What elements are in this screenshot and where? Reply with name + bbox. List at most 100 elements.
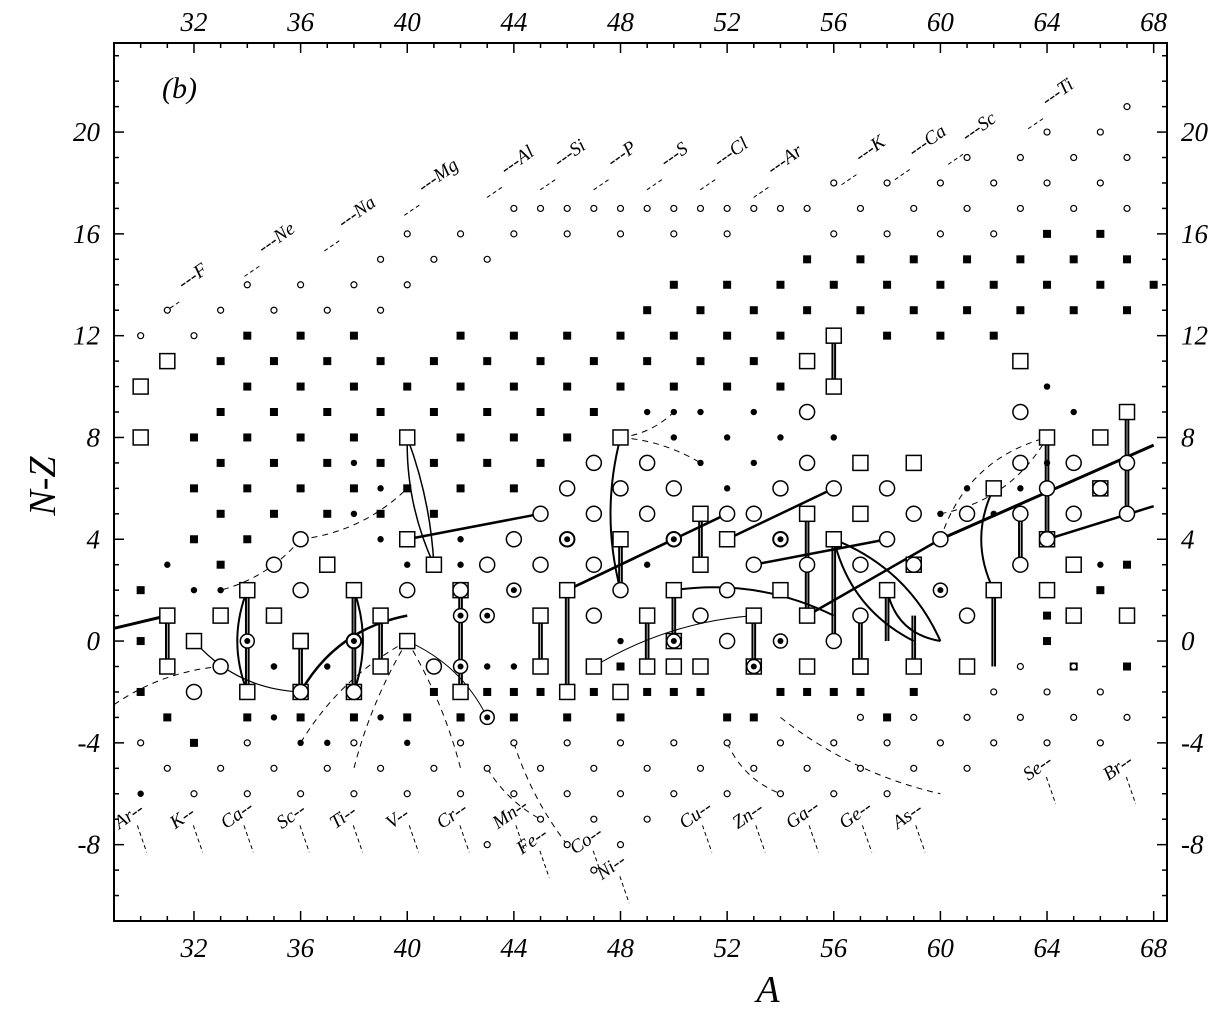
x-tick-label-bottom: 68 bbox=[1140, 933, 1168, 963]
filled-square-marker bbox=[189, 535, 198, 544]
element-label: ---Ca bbox=[905, 121, 951, 162]
element-label: As-- bbox=[887, 798, 927, 835]
open-small-circle-marker bbox=[217, 306, 225, 314]
label-leader bbox=[299, 825, 310, 853]
open-large-circle-marker bbox=[1012, 454, 1029, 472]
open-small-circle-marker bbox=[910, 764, 918, 772]
open-small-circle-marker bbox=[1016, 662, 1024, 671]
open-small-circle-marker bbox=[696, 204, 705, 213]
open-square-marker bbox=[612, 683, 629, 701]
filled-square-marker bbox=[1123, 255, 1132, 264]
filled-circle-marker bbox=[617, 637, 624, 645]
dashed-line bbox=[726, 742, 781, 795]
x-tick-label-top: 44 bbox=[500, 7, 527, 37]
open-small-circle-marker bbox=[616, 790, 625, 798]
open-large-circle-marker bbox=[878, 531, 896, 548]
filled-square-marker bbox=[776, 280, 785, 289]
open-small-circle-marker bbox=[1123, 204, 1131, 213]
filled-square-marker bbox=[509, 382, 518, 391]
open-large-circle-marker bbox=[798, 403, 816, 421]
open-small-circle-marker bbox=[776, 739, 785, 747]
open-small-circle-marker bbox=[750, 204, 758, 213]
open-small-circle-marker bbox=[403, 281, 411, 289]
plot-frame bbox=[113, 42, 1168, 922]
open-square-marker bbox=[958, 658, 976, 675]
open-small-circle-marker bbox=[936, 230, 945, 238]
filled-square-marker bbox=[856, 687, 865, 696]
element-label: ---Ne bbox=[254, 218, 299, 258]
arc-line bbox=[886, 589, 941, 643]
filled-circle-marker bbox=[270, 714, 278, 721]
open-large-circle-marker bbox=[212, 658, 229, 675]
dotted-circle-center bbox=[510, 587, 517, 594]
filled-square-marker bbox=[509, 687, 518, 696]
filled-square-marker bbox=[1016, 255, 1025, 264]
open-square-marker bbox=[692, 505, 709, 523]
filled-square-marker bbox=[509, 713, 518, 722]
label-leader bbox=[861, 825, 873, 853]
filled-square-marker bbox=[1043, 611, 1052, 620]
filled-square-marker bbox=[483, 408, 492, 417]
open-large-circle-marker bbox=[292, 683, 309, 701]
filled-square-marker bbox=[136, 586, 145, 595]
open-small-circle-marker bbox=[456, 739, 465, 747]
open-small-circle-marker bbox=[990, 179, 998, 187]
filled-square-marker bbox=[883, 331, 892, 340]
open-square-marker bbox=[159, 607, 176, 624]
filled-square-marker bbox=[856, 306, 865, 315]
open-square-marker bbox=[985, 480, 1002, 497]
filled-square-marker bbox=[616, 331, 625, 340]
filled-square-marker bbox=[376, 458, 385, 467]
open-small-circle-marker bbox=[350, 790, 358, 798]
filled-circle-marker bbox=[750, 408, 757, 416]
filled-circle-marker bbox=[270, 459, 278, 467]
x-tick-label-bottom: 40 bbox=[394, 933, 422, 963]
open-large-circle-marker bbox=[772, 480, 789, 497]
open-small-circle-marker bbox=[803, 204, 811, 213]
y-tick-label-right: 0 bbox=[1181, 626, 1195, 656]
dashed-line bbox=[486, 768, 541, 820]
element-label: Cr-- bbox=[433, 798, 472, 834]
open-square-marker bbox=[638, 607, 656, 624]
open-large-circle-marker bbox=[1012, 505, 1029, 523]
filled-square-marker bbox=[269, 357, 278, 366]
dashed-line bbox=[353, 640, 408, 769]
chain-line bbox=[113, 614, 168, 630]
open-large-circle-marker bbox=[825, 480, 843, 497]
open-square-marker bbox=[905, 658, 922, 675]
open-small-circle-marker bbox=[430, 764, 438, 772]
open-small-circle-marker bbox=[963, 153, 971, 162]
open-square-marker bbox=[798, 352, 816, 370]
axis-ticks: 3232363640404444484852525656606064646868… bbox=[73, 7, 1209, 963]
filled-square-marker bbox=[883, 280, 892, 289]
element-label: Ni-- bbox=[592, 850, 630, 885]
filled-circle-marker bbox=[830, 434, 837, 441]
filled-square-marker bbox=[1016, 306, 1025, 315]
element-label: Ti-- bbox=[326, 801, 361, 834]
label-leader bbox=[752, 186, 769, 199]
open-large-circle-marker bbox=[665, 480, 683, 497]
element-label: ---Si bbox=[550, 135, 590, 172]
filled-square-marker bbox=[536, 408, 545, 417]
open-large-circle-marker bbox=[585, 505, 603, 523]
open-square-marker bbox=[1012, 352, 1029, 370]
filled-square-marker bbox=[483, 357, 492, 366]
open-large-circle-marker bbox=[798, 556, 816, 573]
element-label: Zn-- bbox=[729, 798, 768, 834]
open-small-circle-marker bbox=[990, 739, 998, 747]
arc-line bbox=[980, 487, 995, 591]
y-tick-label-right: -4 bbox=[1181, 728, 1204, 758]
filled-circle-marker bbox=[404, 561, 411, 568]
y-tick-label-left: 0 bbox=[87, 626, 101, 656]
filled-square-marker bbox=[749, 357, 758, 366]
filled-square-marker bbox=[536, 687, 545, 696]
filled-square-marker bbox=[1069, 255, 1078, 264]
y-tick-label-left: -4 bbox=[78, 728, 101, 758]
filled-square-marker bbox=[509, 484, 518, 493]
open-small-circle-marker bbox=[510, 204, 518, 213]
element-label: ---S bbox=[657, 138, 693, 172]
dashed-line bbox=[300, 488, 408, 540]
open-small-circle-marker bbox=[643, 204, 651, 213]
open-small-circle-marker bbox=[1096, 128, 1104, 136]
element-label: V-- bbox=[382, 803, 413, 834]
